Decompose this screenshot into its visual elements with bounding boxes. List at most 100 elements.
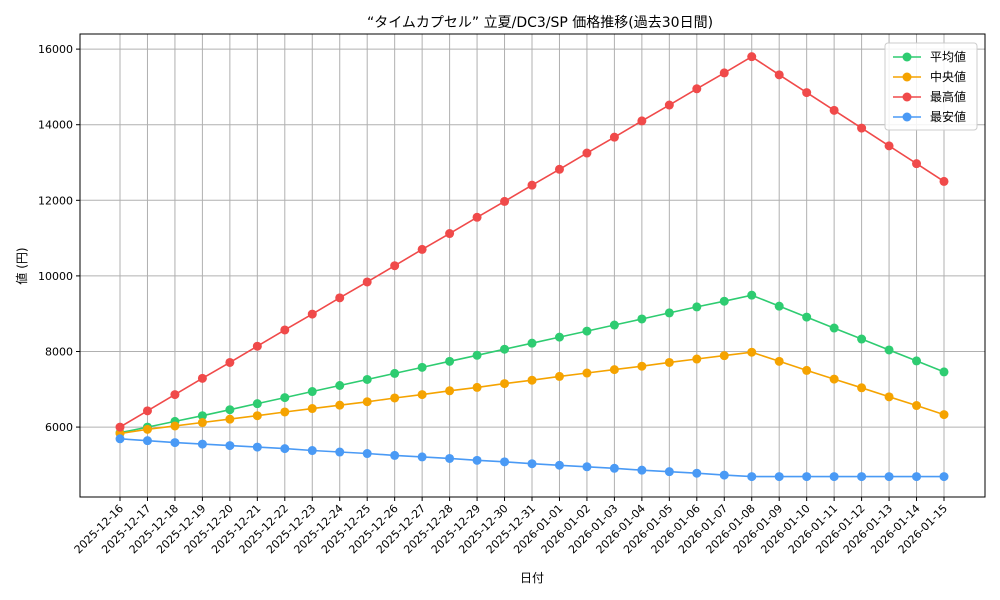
data-point bbox=[335, 381, 345, 391]
data-point bbox=[719, 470, 729, 480]
data-point bbox=[829, 105, 839, 115]
data-point bbox=[115, 434, 125, 444]
legend-label: 最高値 bbox=[930, 89, 966, 104]
data-point bbox=[445, 229, 455, 239]
data-point bbox=[609, 365, 619, 375]
data-point bbox=[417, 244, 427, 254]
data-point bbox=[472, 350, 482, 360]
data-point bbox=[912, 401, 922, 411]
series-group bbox=[115, 52, 949, 482]
data-point bbox=[280, 444, 290, 454]
data-point bbox=[527, 338, 537, 348]
y-tick-label: 16000 bbox=[38, 43, 73, 56]
legend-item: 最高値 bbox=[893, 89, 966, 104]
data-point bbox=[939, 472, 949, 482]
data-point bbox=[829, 374, 839, 384]
data-point bbox=[554, 164, 564, 174]
data-point bbox=[362, 449, 372, 459]
data-point bbox=[225, 414, 235, 424]
data-point bbox=[802, 88, 812, 98]
data-point bbox=[884, 141, 894, 151]
data-point bbox=[884, 472, 894, 482]
data-point bbox=[362, 374, 372, 384]
data-point bbox=[280, 407, 290, 417]
data-point bbox=[609, 320, 619, 330]
data-point bbox=[692, 468, 702, 478]
data-point bbox=[500, 457, 510, 467]
data-point bbox=[472, 455, 482, 465]
data-point bbox=[637, 361, 647, 371]
data-point bbox=[829, 472, 839, 482]
data-point bbox=[225, 357, 235, 367]
series-2 bbox=[115, 347, 949, 439]
data-point bbox=[692, 84, 702, 94]
legend-marker bbox=[902, 72, 912, 82]
legend-label: 中央値 bbox=[930, 69, 966, 84]
data-point bbox=[857, 383, 867, 393]
data-point bbox=[500, 196, 510, 206]
data-point bbox=[609, 463, 619, 473]
data-point bbox=[115, 422, 125, 432]
data-point bbox=[802, 312, 812, 322]
data-point bbox=[802, 472, 812, 482]
data-point bbox=[280, 393, 290, 403]
data-point bbox=[719, 296, 729, 306]
data-point bbox=[390, 368, 400, 378]
y-tick-label: 6000 bbox=[45, 421, 73, 434]
data-point bbox=[609, 132, 619, 142]
data-point bbox=[225, 441, 235, 451]
data-point bbox=[884, 345, 894, 355]
data-point bbox=[472, 382, 482, 392]
data-point bbox=[857, 472, 867, 482]
data-point bbox=[802, 365, 812, 375]
data-point bbox=[252, 399, 262, 409]
data-point bbox=[774, 70, 784, 80]
data-point bbox=[307, 387, 317, 397]
data-point bbox=[170, 438, 180, 448]
data-point bbox=[554, 371, 564, 381]
data-point bbox=[857, 123, 867, 133]
data-point bbox=[252, 442, 262, 452]
data-point bbox=[884, 392, 894, 402]
data-point bbox=[912, 159, 922, 169]
y-tick-label: 8000 bbox=[45, 345, 73, 358]
legend-marker bbox=[902, 92, 912, 102]
legend-marker bbox=[902, 52, 912, 62]
data-point bbox=[197, 439, 207, 449]
data-point bbox=[939, 410, 949, 420]
legend-label: 最安値 bbox=[930, 109, 966, 124]
data-point bbox=[335, 293, 345, 303]
y-axis-label: 値 (円) bbox=[14, 247, 29, 284]
x-axis-label: 日付 bbox=[520, 571, 544, 585]
data-point bbox=[142, 436, 152, 446]
data-point bbox=[252, 411, 262, 421]
data-point bbox=[747, 52, 757, 62]
data-point bbox=[912, 472, 922, 482]
data-point bbox=[197, 411, 207, 421]
data-point bbox=[472, 212, 482, 222]
data-point bbox=[142, 424, 152, 434]
data-point bbox=[939, 176, 949, 186]
data-point bbox=[307, 309, 317, 319]
data-point bbox=[637, 314, 647, 324]
legend-frame bbox=[884, 42, 978, 131]
data-point bbox=[664, 308, 674, 318]
data-point bbox=[747, 472, 757, 482]
data-point bbox=[637, 116, 647, 126]
data-point bbox=[362, 397, 372, 407]
data-point bbox=[554, 460, 564, 470]
data-point bbox=[774, 301, 784, 311]
legend-item: 中央値 bbox=[893, 69, 966, 84]
data-point bbox=[912, 356, 922, 366]
data-point bbox=[445, 356, 455, 366]
data-point bbox=[142, 406, 152, 416]
data-point bbox=[692, 302, 702, 312]
data-point bbox=[664, 357, 674, 367]
data-point bbox=[939, 367, 949, 377]
data-point bbox=[445, 453, 455, 463]
data-point bbox=[692, 354, 702, 364]
data-point bbox=[225, 405, 235, 415]
data-point bbox=[527, 180, 537, 190]
series-3 bbox=[115, 52, 949, 432]
